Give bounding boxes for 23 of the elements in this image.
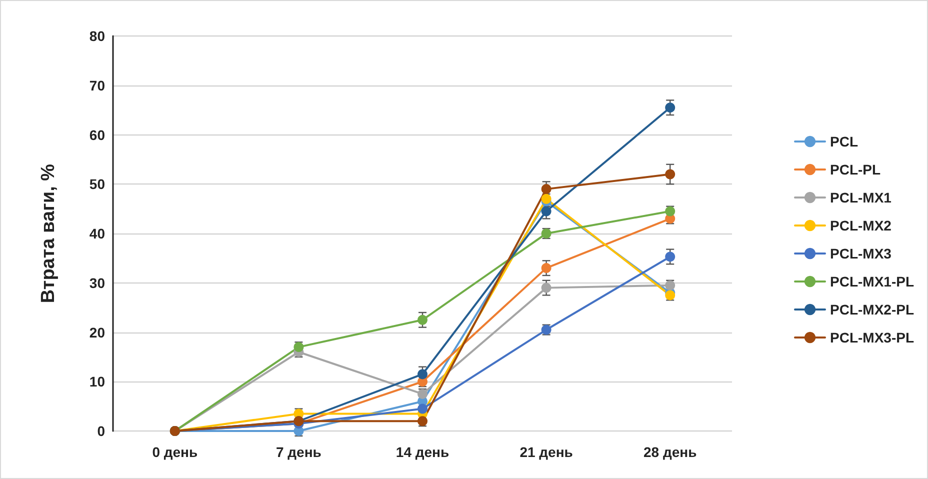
legend-label: PCL-MX1	[830, 190, 892, 206]
legend-label: PCL-MX3-PL	[830, 330, 914, 346]
y-tick-label: 0	[97, 423, 106, 439]
x-tick-label: 7 день	[276, 444, 322, 460]
legend-label: PCL-MX2-PL	[830, 302, 914, 318]
y-tick-label: 20	[89, 324, 106, 340]
legend-label: PCL-MX2	[830, 218, 892, 234]
y-tick-label: 70	[89, 77, 106, 94]
y-tick-label: 10	[89, 374, 106, 390]
y-tick-label: 50	[89, 176, 106, 192]
x-tick-label: 14 день	[396, 444, 450, 460]
y-tick-label: 30	[89, 274, 106, 291]
y-tick-label: 40	[89, 226, 106, 242]
y-axis-title: Втрата ваги, %	[38, 164, 59, 304]
legend-label: PCL-MX1-PL	[830, 274, 914, 290]
legend-label: PCL-PL	[830, 162, 881, 178]
y-tick-label: 80	[89, 28, 106, 44]
x-tick-label: 0 день	[152, 444, 198, 460]
y-tick-label: 60	[89, 126, 106, 143]
legend-label: PCL-MX3	[830, 246, 892, 262]
legend-label: PCL	[830, 134, 858, 150]
x-tick-label: 28 день	[644, 444, 698, 460]
x-tick-label: 21 день	[520, 444, 574, 460]
